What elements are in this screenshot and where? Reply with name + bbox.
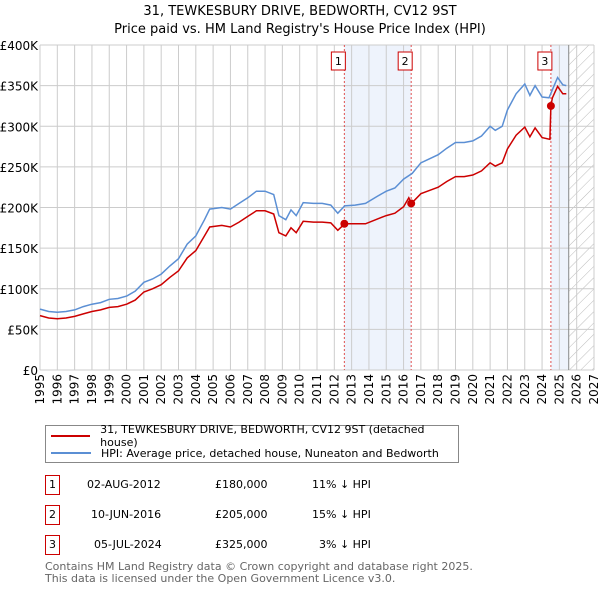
x-tick-label: 2017 bbox=[414, 374, 428, 405]
legend-item-hpi: HPI: Average price, detached house, Nune… bbox=[51, 445, 439, 461]
x-tick-label: 2015 bbox=[379, 374, 393, 405]
x-tick-label: 2024 bbox=[535, 374, 549, 405]
x-tick-label: 2021 bbox=[483, 374, 497, 405]
x-tick-label: 2005 bbox=[206, 374, 220, 405]
legend-swatch-hpi bbox=[51, 452, 91, 454]
x-tick-label: 2027 bbox=[587, 374, 600, 405]
sale-price: £205,000 bbox=[215, 508, 268, 521]
sale-row: 2 10-JUN-2016 £205,000 15% ↓ HPI bbox=[45, 505, 465, 525]
sale-marker-label: 1 bbox=[45, 475, 60, 495]
legend-label-property: 31, TEWKESBURY DRIVE, BEDWORTH, CV12 9ST… bbox=[100, 423, 425, 449]
sale-date: 10-JUN-2016 bbox=[91, 508, 162, 521]
x-tick-label: 1999 bbox=[102, 374, 116, 405]
x-tick-label: 2019 bbox=[449, 374, 463, 405]
x-tick-label: 2018 bbox=[431, 374, 445, 405]
x-tick-label: 2008 bbox=[258, 374, 272, 405]
x-tick-label: 2016 bbox=[397, 374, 411, 405]
sale-hpi-delta: 15% ↓ HPI bbox=[312, 508, 371, 521]
sale-price: £180,000 bbox=[215, 478, 268, 491]
x-tick-label: 2000 bbox=[120, 374, 134, 405]
sale-marker-label: 3 bbox=[45, 535, 60, 555]
legend-swatch-property bbox=[51, 435, 91, 437]
x-tick-label: 2009 bbox=[275, 374, 289, 405]
hpi-line bbox=[39, 75, 567, 314]
x-tick-label: 1998 bbox=[85, 374, 99, 405]
x-tick-label: 2020 bbox=[466, 374, 480, 405]
sale-row: 3 05-JUL-2024 £325,000 3% ↓ HPI bbox=[45, 535, 465, 555]
y-tick-label: £300K bbox=[0, 120, 39, 134]
chart-subtitle: Price paid vs. HM Land Registry's House … bbox=[114, 22, 486, 37]
sale-point bbox=[546, 101, 555, 110]
x-tick-label: 2010 bbox=[293, 374, 307, 405]
sale-marker-box bbox=[330, 51, 346, 71]
x-tick-label: 2007 bbox=[241, 374, 255, 405]
x-tick-label: 2004 bbox=[189, 374, 203, 405]
y-tick-label: £400K bbox=[0, 39, 39, 53]
x-tick-label: 2012 bbox=[327, 374, 341, 405]
sale-marker-number: 2 bbox=[402, 55, 409, 68]
sale-marker-box bbox=[397, 51, 413, 71]
x-tick-label: 1995 bbox=[33, 374, 47, 405]
x-tick-label: 2022 bbox=[500, 374, 514, 405]
x-tick-label: 2023 bbox=[518, 374, 532, 405]
legend: 31, TEWKESBURY DRIVE, BEDWORTH, CV12 9ST… bbox=[45, 423, 459, 463]
footer-copyright: Contains HM Land Registry data © Crown c… bbox=[45, 560, 473, 573]
x-tick-label: 2011 bbox=[310, 374, 324, 405]
sale-date: 02-AUG-2012 bbox=[87, 478, 161, 491]
sale-hpi-delta: 3% ↓ HPI bbox=[319, 538, 371, 551]
chart-title: 31, TEWKESBURY DRIVE, BEDWORTH, CV12 9ST bbox=[143, 4, 457, 19]
sale-row: 1 02-AUG-2012 £180,000 11% ↓ HPI bbox=[45, 475, 465, 495]
property-price-line bbox=[39, 84, 567, 320]
sale-hpi-delta: 11% ↓ HPI bbox=[312, 478, 371, 491]
x-tick-label: 2006 bbox=[223, 374, 237, 405]
sale-marker-number: 1 bbox=[335, 55, 342, 68]
sale-marker-label: 2 bbox=[45, 505, 60, 525]
x-tick-label: 1997 bbox=[68, 374, 82, 405]
sale-date: 05-JUL-2024 bbox=[94, 538, 162, 551]
legend-item-property: 31, TEWKESBURY DRIVE, BEDWORTH, CV12 9ST… bbox=[51, 423, 458, 449]
sale-marker-number: 3 bbox=[541, 55, 548, 68]
footer-licence: This data is licensed under the Open Gov… bbox=[45, 572, 396, 585]
y-tick-label: £250K bbox=[0, 161, 39, 175]
y-tick-label: £200K bbox=[0, 202, 39, 216]
price-chart: 1995 1996 1997 1998 1999 2000 2001 2002 2003 2004… bbox=[0, 39, 600, 405]
x-tick-label: 2003 bbox=[172, 374, 186, 405]
y-tick-label: £100K bbox=[0, 283, 39, 297]
x-tick-label: 2002 bbox=[154, 374, 168, 405]
sale-point bbox=[340, 219, 349, 228]
x-tick-label: 2025 bbox=[552, 374, 566, 405]
y-tick-label: £0 bbox=[23, 364, 38, 378]
x-tick-label: 2001 bbox=[137, 374, 151, 405]
y-tick-label: £350K bbox=[0, 80, 39, 94]
sale-marker-box bbox=[537, 51, 553, 71]
x-tick-label: 2013 bbox=[345, 374, 359, 405]
x-tick-label: 1996 bbox=[50, 374, 64, 405]
sale-price: £325,000 bbox=[215, 538, 268, 551]
x-tick-label: 2014 bbox=[362, 374, 376, 405]
legend-label-hpi: HPI: Average price, detached house, Nune… bbox=[101, 446, 439, 460]
x-tick-label: 2026 bbox=[570, 374, 584, 405]
y-tick-label: £50K bbox=[7, 323, 39, 337]
y-tick-label: £150K bbox=[0, 242, 39, 256]
sale-point bbox=[407, 199, 416, 208]
